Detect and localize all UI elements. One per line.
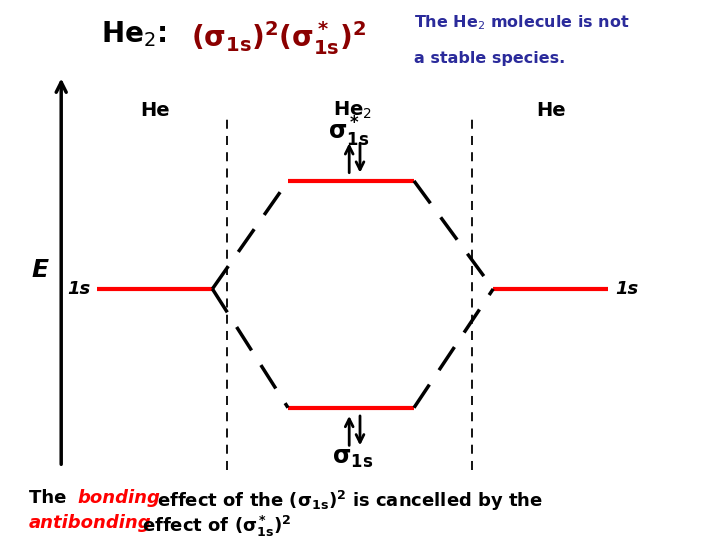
Text: $\mathbf{(\sigma_{1s})^2(\sigma_{1s}^*)^2}$: $\mathbf{(\sigma_{1s})^2(\sigma_{1s}^*)^… bbox=[191, 19, 366, 57]
Text: The: The bbox=[29, 489, 73, 507]
Text: effect of the $\mathbf{(\sigma_{1s})^2}$ is cancelled by the: effect of the $\mathbf{(\sigma_{1s})^2}$… bbox=[157, 489, 543, 513]
Text: a stable species.: a stable species. bbox=[414, 51, 565, 66]
Text: $\mathbf{\sigma_{1s}^*}$: $\mathbf{\sigma_{1s}^*}$ bbox=[328, 114, 369, 148]
Text: bonding: bonding bbox=[77, 489, 160, 507]
Text: He: He bbox=[536, 101, 566, 120]
Text: effect of $\mathbf{(\sigma_{1s}^*)^2}$: effect of $\mathbf{(\sigma_{1s}^*)^2}$ bbox=[142, 514, 292, 539]
Text: 1s: 1s bbox=[67, 280, 90, 298]
Text: He$_2$:: He$_2$: bbox=[101, 19, 169, 49]
Text: 1s: 1s bbox=[616, 280, 639, 298]
Text: He$_2$: He$_2$ bbox=[333, 100, 372, 122]
Text: He: He bbox=[140, 101, 170, 120]
Text: $\mathbf{\sigma_{1s}}$: $\mathbf{\sigma_{1s}}$ bbox=[332, 446, 374, 469]
Text: E: E bbox=[31, 258, 48, 282]
Text: antibonding: antibonding bbox=[29, 514, 151, 532]
Text: The He$_2$ molecule is not: The He$_2$ molecule is not bbox=[414, 14, 629, 32]
